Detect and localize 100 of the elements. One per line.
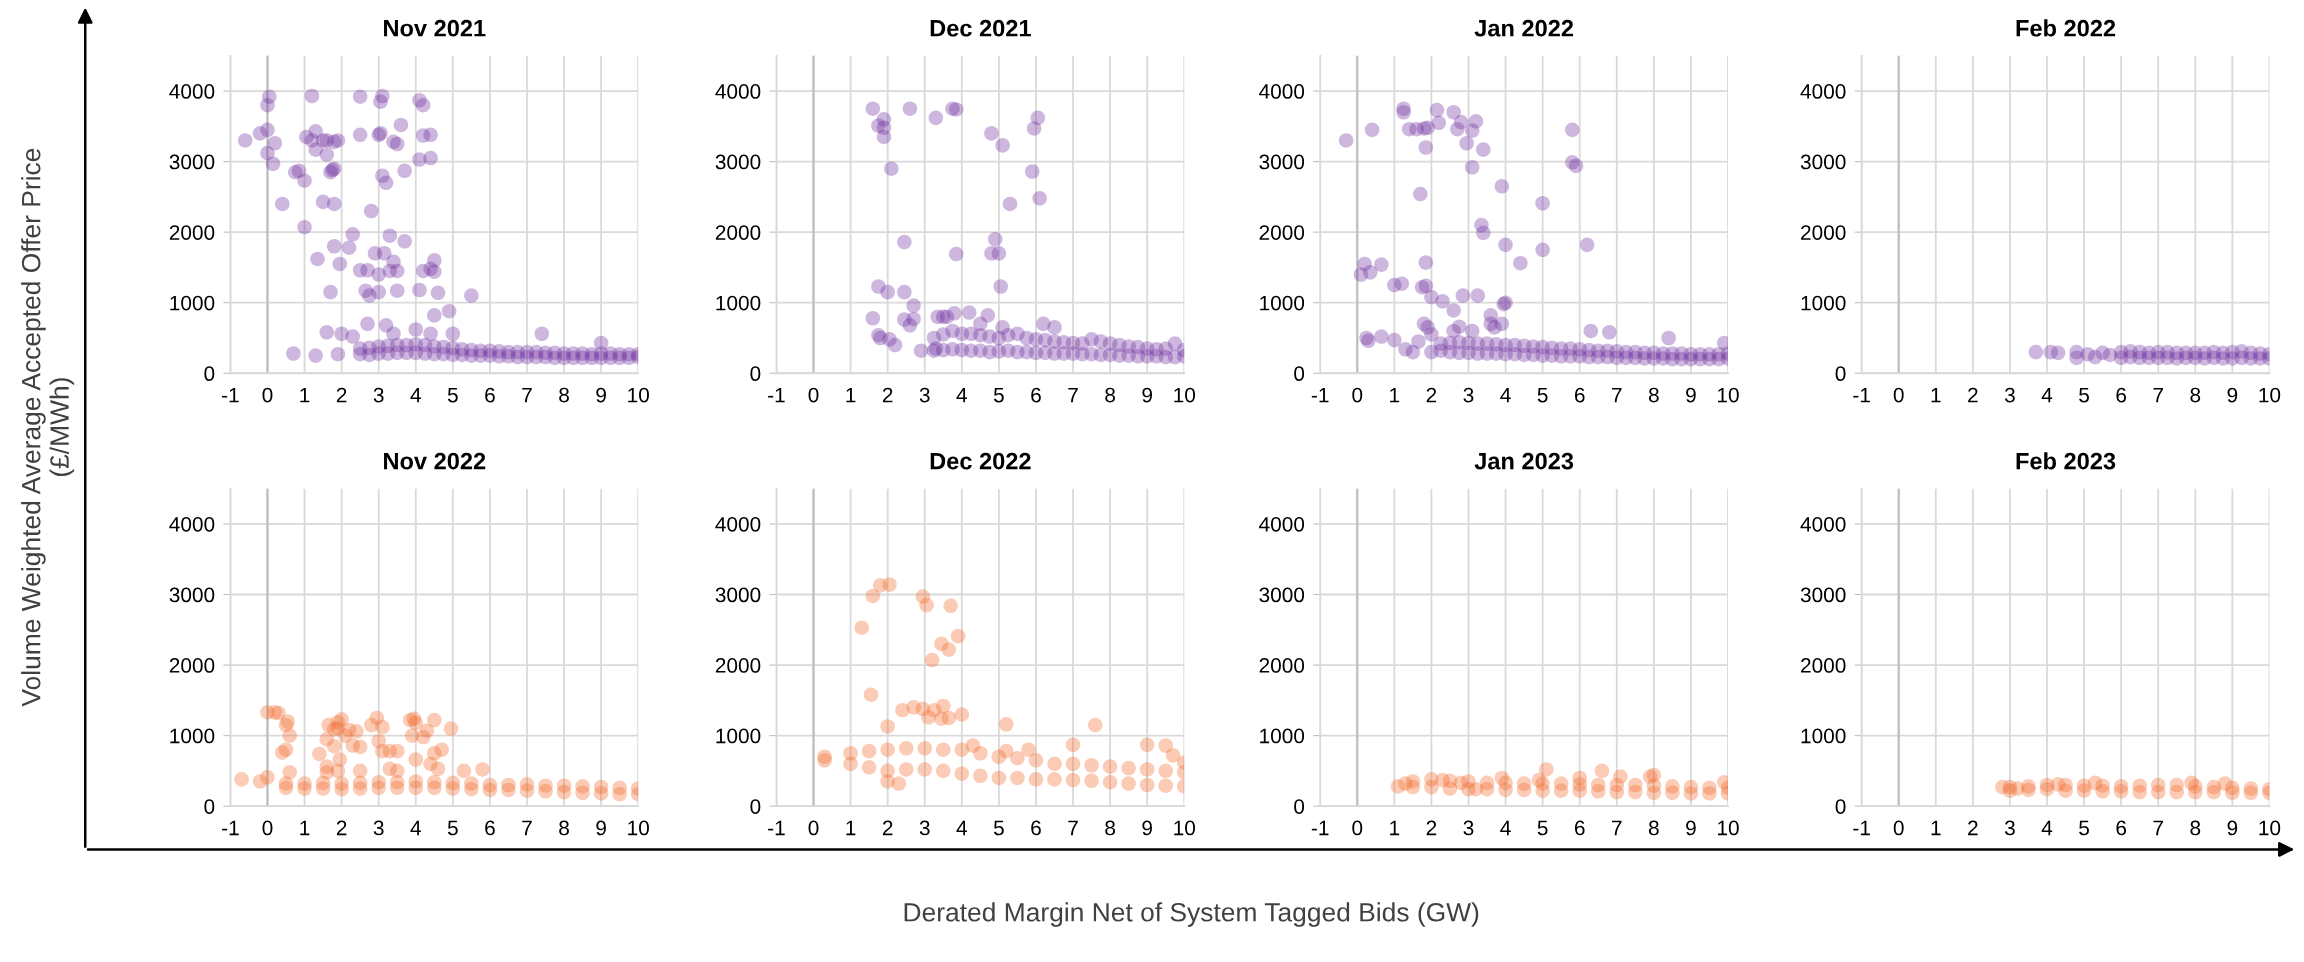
point (2113, 784, 2129, 799)
x-tick-label: 9 (1142, 387, 1152, 403)
chart-title: Dec 2022 (930, 452, 1031, 470)
x-tick-label: 5 (993, 387, 1004, 403)
x-tick-label: 9 (2227, 387, 2238, 403)
x-tick-label: 0 (1352, 820, 1363, 836)
point (1405, 779, 1421, 795)
x-tick-label: 7 (2153, 820, 2163, 836)
x-tick-label: 1 (300, 820, 310, 836)
y-tick-label: 2000 (1259, 225, 1305, 240)
x-tick-label: 3 (1463, 820, 1474, 836)
x-tick-label: 1 (846, 387, 856, 403)
point (1553, 783, 1569, 798)
point (2002, 783, 2018, 798)
point (2150, 784, 2166, 800)
x-tick-label: 0 (1893, 387, 1904, 403)
text: Volume Weighted Average Accepted Offer Price (£/MWh) (21, 148, 75, 707)
x-tick-label: 7 (2153, 387, 2163, 403)
x-tick-label: 7 (522, 387, 532, 403)
x-tick-label: 9 (1686, 820, 1696, 836)
chart-title: Feb 2022 (2016, 19, 2116, 37)
x-tick-label: 4 (1500, 387, 1511, 403)
x-tick-label: 7 (1068, 820, 1078, 836)
x-tick-label: 2 (1968, 820, 1978, 836)
x-tick-label: 5 (993, 820, 1004, 836)
x-tick-label: 1 (1931, 387, 1941, 403)
point (1609, 784, 1625, 800)
x-tick-label: 2 (882, 387, 893, 403)
x-tick-label: 7 (1612, 820, 1622, 836)
x-tick-label: 4 (410, 387, 421, 403)
y-tick-label: 4000 (1259, 84, 1305, 99)
x-tick-label: 4 (2041, 387, 2053, 403)
x-tick-label: 9 (2227, 820, 2238, 836)
x-tick-label: -1 (1853, 387, 1870, 403)
x-tick-label: 2 (336, 820, 347, 836)
x-tick-label: 10 (2259, 820, 2281, 836)
x-tick-label: 3 (1463, 387, 1474, 403)
y-tick-label: 3000 (1259, 587, 1305, 603)
x-tick-label: 9 (1142, 820, 1152, 836)
x-tick-label: 4 (956, 387, 967, 403)
point (2225, 785, 2240, 801)
x-tick-label: 8 (1648, 387, 1659, 403)
point (1590, 784, 1606, 799)
point (1424, 779, 1439, 795)
x-tick-label: 3 (2004, 820, 2015, 836)
y-tick-label: 1000 (716, 295, 761, 311)
y-tick-label: 3000 (169, 587, 215, 603)
x-tick-label: 8 (1105, 387, 1115, 403)
x-tick-label: 3 (373, 387, 384, 403)
x-tick-label: 6 (485, 387, 495, 403)
x-tick-label: 3 (373, 820, 384, 836)
point (1646, 785, 1662, 801)
x-tick-label: 1 (1931, 820, 1941, 836)
x-tick-label: 8 (1105, 820, 1115, 836)
point (1535, 783, 1550, 798)
point (1539, 762, 1554, 777)
y-tick-label: 0 (750, 799, 761, 814)
y-tick-label: 0 (1835, 366, 1846, 382)
x-tick-label: 4 (1500, 820, 1511, 836)
y-tick-label: 3000 (1800, 587, 1846, 603)
x-tick-label: 6 (1031, 387, 1041, 403)
y-tick-label: 2000 (715, 225, 761, 240)
point (1665, 785, 1680, 801)
y-tick-label: 4000 (1259, 516, 1305, 532)
x-tick-label: 5 (447, 820, 458, 836)
x-tick-label: 0 (262, 387, 273, 403)
y-tick-label: 1000 (1260, 295, 1305, 311)
x-tick-label: 7 (1612, 387, 1622, 403)
point (1572, 783, 1587, 798)
x-tick-label: 2 (1968, 387, 1978, 403)
y-tick-label: 1000 (170, 728, 215, 744)
x-tick-label: 0 (808, 820, 819, 836)
point (1683, 786, 1699, 801)
x-tick-label: 6 (1031, 820, 1041, 836)
x-tick-label: -1 (222, 820, 239, 836)
y-tick-label: 2000 (1801, 658, 1846, 673)
x-tick-label: 9 (1686, 387, 1696, 403)
x-tick-label: 7 (1068, 387, 1078, 403)
x-tick-label: 9 (596, 820, 606, 836)
x-tick-label: 5 (447, 387, 458, 403)
y-tick-label: 3000 (715, 587, 761, 603)
x-tick-label: 10 (1718, 387, 1739, 403)
point (1498, 782, 1513, 798)
x-tick-label: 1 (1390, 387, 1400, 403)
x-tick-label: 4 (956, 820, 967, 836)
point (1516, 782, 1532, 798)
y-tick-label: 0 (750, 366, 761, 382)
x-tick-label: 0 (262, 820, 273, 836)
y-tick-label: 1000 (1260, 728, 1305, 744)
y-tick-label: 4000 (715, 516, 761, 532)
x-tick-label: 2 (1426, 820, 1437, 836)
y-tick-label: 3000 (1800, 154, 1846, 170)
x-tick-label: 1 (300, 387, 310, 403)
x-tick-label: -1 (1311, 820, 1329, 836)
x-tick-label: 1 (846, 820, 856, 836)
point (2095, 784, 2110, 799)
point (1594, 763, 1610, 779)
x-tick-label: 10 (1174, 820, 1196, 836)
point (2243, 785, 2259, 801)
x-tick-label: 6 (2116, 387, 2127, 403)
